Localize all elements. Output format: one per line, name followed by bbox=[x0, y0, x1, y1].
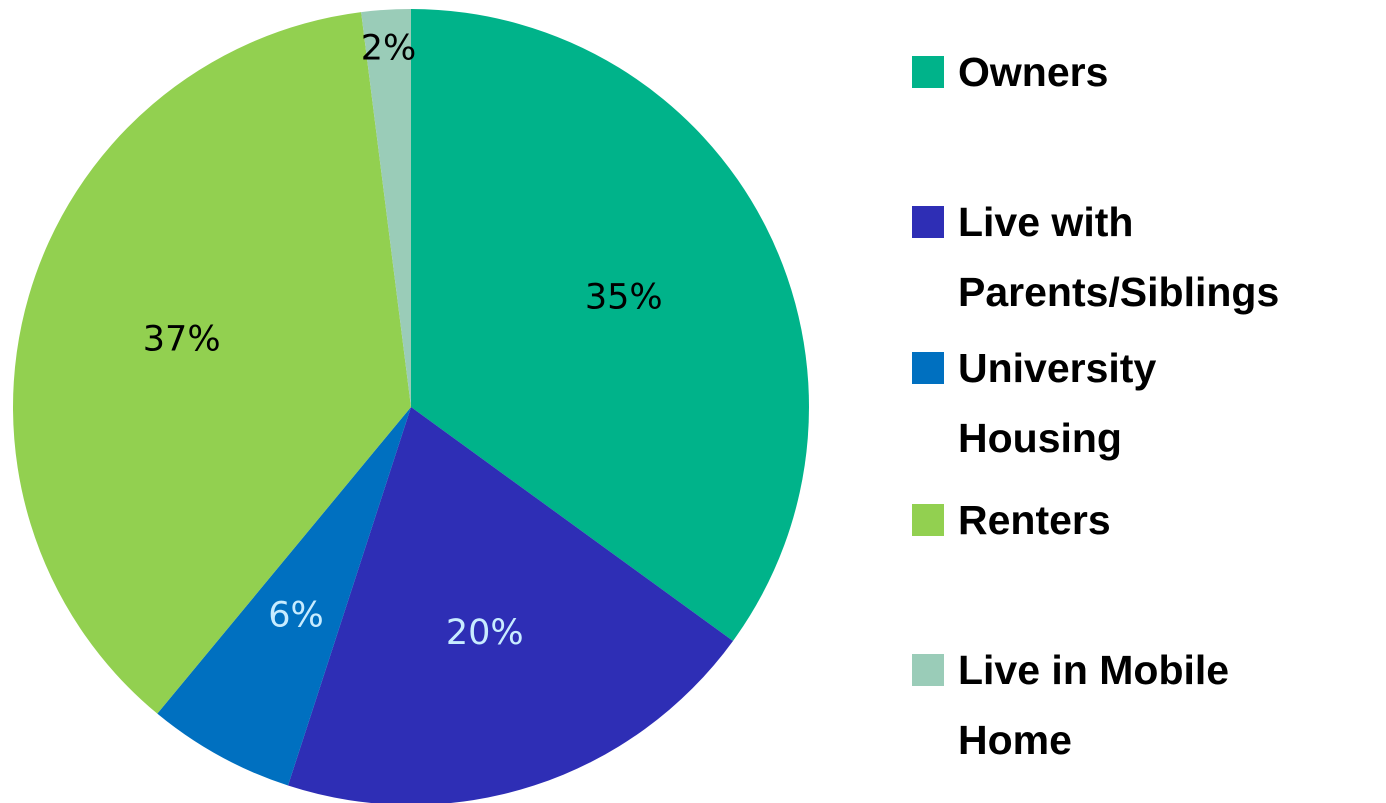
legend-label: Live with Parents/Siblings bbox=[958, 199, 1280, 315]
legend-item: Live in Mobile Home bbox=[912, 635, 1332, 775]
legend-swatch bbox=[912, 56, 944, 88]
legend-swatch bbox=[912, 654, 944, 686]
value-label: 20% bbox=[446, 613, 524, 653]
legend-label: Live in Mobile Home bbox=[958, 647, 1230, 763]
value-label: 35% bbox=[585, 278, 663, 318]
legend-swatch bbox=[912, 504, 944, 536]
value-label: 37% bbox=[143, 319, 221, 359]
legend-swatch bbox=[912, 352, 944, 384]
pie-slice bbox=[13, 12, 411, 714]
pie-slice bbox=[288, 407, 733, 803]
legend-item: Owners bbox=[912, 37, 1332, 107]
legend-item: Live with Parents/Siblings bbox=[912, 187, 1332, 327]
pie-slice bbox=[361, 9, 411, 407]
pie-area: 35% 20% 6% 37% 2% bbox=[13, 9, 809, 803]
legend-swatch bbox=[912, 206, 944, 238]
legend-item: Renters bbox=[912, 485, 1332, 555]
legend-item: University Housing bbox=[912, 333, 1332, 473]
legend-label: Owners bbox=[958, 49, 1109, 95]
pie-slice bbox=[411, 9, 809, 641]
value-label: 6% bbox=[268, 595, 324, 635]
legend-label: University Housing bbox=[958, 345, 1157, 461]
pie-slice bbox=[157, 407, 411, 786]
legend-label: Renters bbox=[958, 497, 1111, 543]
value-label: 2% bbox=[361, 29, 417, 69]
